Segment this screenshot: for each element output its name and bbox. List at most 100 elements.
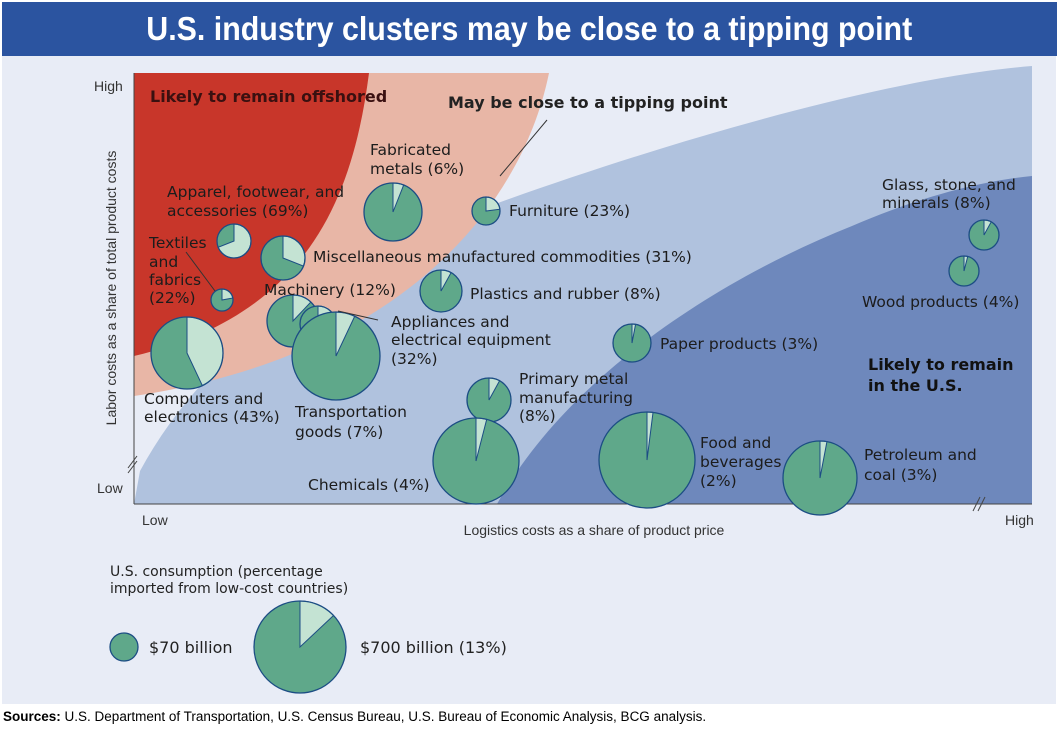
bubble-miscellaneous-manufactured-commodities <box>260 235 306 281</box>
bubble-transportation-goods <box>291 311 381 401</box>
bubble-fabricated-metals <box>363 182 423 242</box>
x-tick-high: High <box>1005 512 1034 528</box>
bubble-transportation-goods-outline <box>291 311 381 401</box>
sources-text: U.S. Department of Transportation, U.S. … <box>64 709 707 724</box>
label-fabricated-metals-line1: Fabricated <box>370 141 451 159</box>
label-textiles-and-fabrics-line3: fabrics <box>149 271 201 289</box>
bubble-furniture <box>471 196 501 226</box>
zone-label-tipping-leader <box>499 119 548 177</box>
title-bar: U.S. industry clusters may be close to a… <box>2 2 1057 56</box>
legend-bubble-small-base <box>110 633 138 661</box>
legend-label-small: $70 billion <box>149 638 233 657</box>
axes: High Low Low High Logistics costs as a s… <box>94 73 1034 538</box>
label-food-and-beverages-line2: beverages <box>700 453 781 471</box>
bubble-food-and-beverages-outline <box>598 411 696 509</box>
label-food-and-beverages-line3: (2%) <box>700 472 737 490</box>
legend-title-line2: imported from low-cost countries) <box>110 581 348 597</box>
label-appliances-and-electrical-equipment-line1: Appliances and <box>391 313 509 331</box>
legend-bubble-large-outline <box>253 600 347 694</box>
sources-label: Sources: <box>3 709 61 724</box>
legend-bubble-small <box>109 632 139 662</box>
leader-textiles <box>185 251 216 292</box>
label-miscellaneous-manufactured-commodities: Miscellaneous manufactured commodities (… <box>313 248 692 266</box>
bubble-apparel-footwear-and-accessories-outline <box>216 223 252 259</box>
label-apparel-footwear-and-accessories-line1: Apparel, footwear, and <box>167 183 344 201</box>
bubble-glass-stone-and-minerals <box>968 219 1000 251</box>
zone-label-us-line1: Likely to remain <box>868 355 1014 374</box>
bubble-textiles-and-fabrics-outline <box>210 288 234 312</box>
label-wood-products: Wood products (4%) <box>862 293 1019 311</box>
label-textiles-and-fabrics-line2: and <box>149 253 178 271</box>
x-tick-low: Low <box>142 512 169 528</box>
bubble-labels: Apparel, footwear, and accessories (69%) T… <box>144 141 1019 494</box>
label-textiles-and-fabrics-line1: Textiles <box>148 234 207 252</box>
label-textiles-and-fabrics: Textiles and fabrics (22%) <box>148 234 207 307</box>
label-transportation-goods: Transportation goods (7%) <box>294 403 407 441</box>
zone-offshore <box>134 73 369 356</box>
y-axis-label: Labor costs as a share of total product … <box>103 151 119 426</box>
bubble-petroleum-and-coal <box>782 440 858 516</box>
label-appliances-and-electrical-equipment-line2: electrical equipment <box>391 331 551 349</box>
zone-label-us-line2: in the U.S. <box>868 376 963 395</box>
label-machinery: Machinery (12%) <box>264 281 396 299</box>
bubble-textiles-and-fabrics <box>210 288 234 312</box>
chart-title: U.S. industry clusters may be close to a… <box>146 10 913 47</box>
bubble-wood-products <box>948 255 980 287</box>
label-plastics-and-rubber: Plastics and rubber (8%) <box>470 285 661 303</box>
zone-label-tipping: May be close to a tipping point <box>448 93 728 112</box>
label-glass-stone-and-minerals: Glass, stone, and minerals (8%) <box>882 176 1016 212</box>
legend-bubble-large <box>253 600 347 694</box>
bubble-wood-products-outline <box>948 255 980 287</box>
label-computers-and-electronics-line1: Computers and <box>144 390 263 408</box>
bubble-computers-and-electronics <box>150 316 224 390</box>
bubble-chemicals-outline <box>432 417 520 505</box>
x-axis-break-1 <box>972 496 981 512</box>
label-petroleum-and-coal-line1: Petroleum and <box>864 446 977 464</box>
leader-lines <box>185 251 379 321</box>
label-miscellaneous-manufactured-commodities-line1: Miscellaneous manufactured commodities (… <box>313 248 692 266</box>
legend: U.S. consumption (percentage imported fr… <box>109 564 507 694</box>
label-primary-metal-manufacturing: Primary metal manufacturing (8%) <box>519 370 633 425</box>
bubble-miscellaneous-manufactured-commodities-outline <box>260 235 306 281</box>
y-axis-break-2 <box>127 455 138 469</box>
label-petroleum-and-coal: Petroleum and coal (3%) <box>864 446 977 484</box>
x-axis-label: Logistics costs as a share of product pr… <box>464 522 725 538</box>
label-textiles-and-fabrics-line4: (22%) <box>149 289 196 307</box>
label-primary-metal-manufacturing-line1: Primary metal <box>519 370 628 388</box>
label-computers-and-electronics: Computers and electronics (43%) <box>144 390 280 426</box>
bubble-plastics-and-rubber <box>419 269 463 313</box>
label-transportation-goods-line2: goods (7%) <box>295 423 383 441</box>
legend-label-large: $700 billion (13%) <box>360 638 507 657</box>
label-food-and-beverages-line1: Food and <box>700 434 771 452</box>
label-chemicals: Chemicals (4%) <box>308 476 430 494</box>
label-fabricated-metals: Fabricated metals (6%) <box>370 141 464 178</box>
bubble-fabricated-metals-outline <box>363 182 423 242</box>
legend-bubble-small-outline <box>109 632 139 662</box>
x-axis-break-2 <box>977 496 986 512</box>
sources-note: Sources: U.S. Department of Transportati… <box>3 709 706 724</box>
zone-labels: Likely to remain offshored May be close … <box>150 87 1014 395</box>
label-food-and-beverages: Food and beverages (2%) <box>700 434 781 490</box>
label-appliances-and-electrical-equipment: Appliances and electrical equipment (32%) <box>391 313 551 368</box>
zone-label-offshore: Likely to remain offshored <box>150 87 387 106</box>
y-tick-high: High <box>94 78 123 94</box>
y-tick-low: Low <box>97 480 124 496</box>
label-paper-products-line1: Paper products (3%) <box>660 335 818 353</box>
label-wood-products-line1: Wood products (4%) <box>862 293 1019 311</box>
bubble-plastics-and-rubber-outline <box>419 269 463 313</box>
label-chemicals-line1: Chemicals (4%) <box>308 476 430 494</box>
bubble-apparel-footwear-and-accessories <box>216 223 252 259</box>
bubble-chemicals <box>432 417 520 505</box>
label-paper-products: Paper products (3%) <box>660 335 818 353</box>
label-plastics-and-rubber-line1: Plastics and rubber (8%) <box>470 285 661 303</box>
legend-title-line1: U.S. consumption (percentage <box>110 564 323 580</box>
chart-svg: High Low Low High Logistics costs as a s… <box>94 66 1034 694</box>
label-fabricated-metals-line2: metals (6%) <box>370 160 464 178</box>
label-primary-metal-manufacturing-line3: (8%) <box>519 407 556 425</box>
bubble-paper-products <box>612 323 652 363</box>
label-transportation-goods-line1: Transportation <box>294 403 407 421</box>
bubble-food-and-beverages <box>598 411 696 509</box>
y-axis-break-1 <box>127 460 138 474</box>
bubble-primary-metal-manufacturing <box>466 377 512 423</box>
bubble-computers-and-electronics-outline <box>150 316 224 390</box>
